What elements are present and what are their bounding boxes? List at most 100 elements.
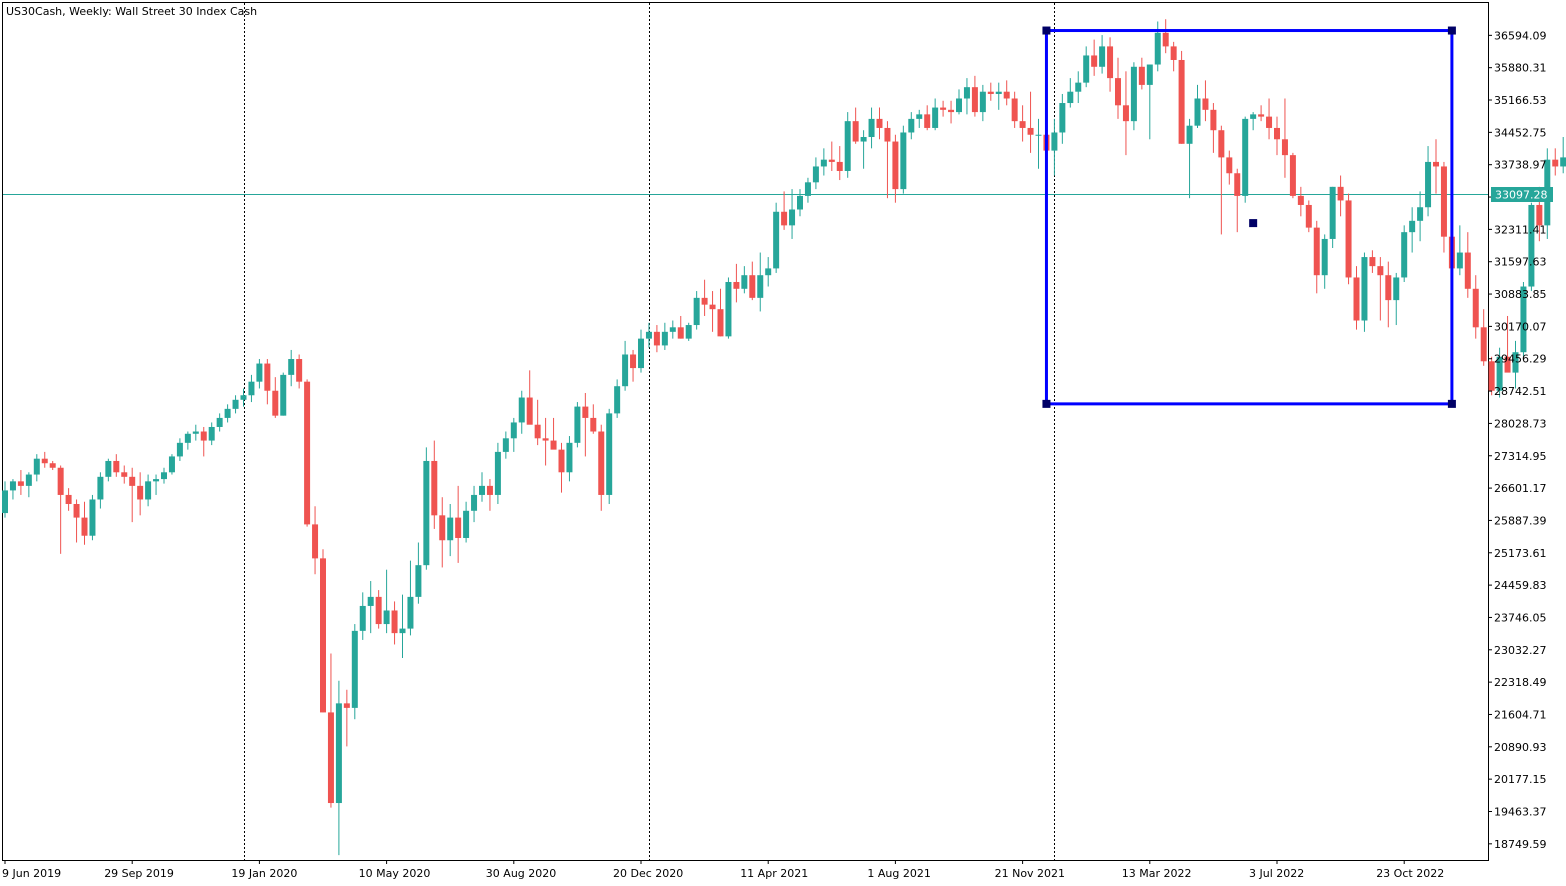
candle-body: [288, 359, 295, 375]
candle: [383, 569, 390, 634]
candle-body: [1425, 161, 1432, 208]
chart-title: US30Cash, Weekly: Wall Street 30 Index C…: [6, 5, 257, 18]
candle-body: [1202, 98, 1209, 110]
candle: [97, 472, 104, 509]
candle-body: [1401, 232, 1408, 278]
candle: [1091, 39, 1098, 76]
candle-body: [1337, 186, 1344, 201]
candle-body: [1186, 125, 1193, 144]
candle: [455, 485, 462, 563]
x-tick-label: 20 Dec 2020: [613, 867, 683, 880]
candle-body: [852, 121, 859, 142]
candle: [661, 322, 668, 350]
candle: [272, 377, 279, 418]
candle: [208, 422, 215, 446]
candle: [1377, 257, 1384, 321]
candle-body: [129, 476, 136, 486]
candle: [486, 479, 493, 511]
candle-body: [1178, 59, 1185, 144]
candle: [789, 189, 796, 239]
y-tick-label: 34452.75: [1494, 126, 1547, 139]
candle-body: [1122, 105, 1129, 122]
candle: [200, 426, 207, 457]
y-tick-label: 27314.95: [1494, 450, 1547, 463]
candle: [900, 125, 907, 194]
candle-body: [1345, 200, 1352, 278]
candle-body: [1242, 118, 1249, 196]
candle: [1115, 57, 1121, 119]
candle: [1560, 137, 1566, 174]
candle: [979, 84, 986, 122]
candle: [1472, 275, 1479, 339]
candle: [550, 417, 557, 450]
candle-body: [781, 211, 788, 226]
candles: [2, 19, 1566, 856]
candle-body: [1305, 204, 1312, 228]
candle: [415, 542, 422, 604]
candle-body: [1281, 139, 1288, 156]
candle-body: [224, 408, 231, 418]
candle: [669, 320, 676, 339]
y-tick-label: 23746.05: [1494, 611, 1547, 624]
candle: [685, 322, 692, 341]
candle: [1099, 35, 1106, 74]
candle-body: [828, 159, 835, 162]
candle: [1170, 41, 1177, 72]
candle-body: [542, 438, 549, 441]
candle-body: [701, 297, 708, 305]
candle-body: [296, 359, 303, 382]
candle: [741, 266, 748, 294]
candle-body: [773, 211, 780, 269]
x-tick-label: 19 Jan 2020: [231, 867, 297, 880]
y-axis: 36594.09 35880.31 35166.53 34452.75 33738.97…: [1488, 29, 1547, 851]
candle: [1162, 19, 1169, 54]
candle-body: [860, 137, 867, 142]
candle-body: [1091, 55, 1098, 67]
candle-body: [81, 517, 88, 536]
candle-body: [971, 87, 978, 113]
candle: [638, 329, 644, 373]
candle: [733, 263, 740, 303]
rectangle-object[interactable]: [1042, 26, 1456, 408]
candle-body: [638, 338, 644, 369]
candle-body: [1321, 238, 1328, 276]
candle: [1067, 78, 1074, 108]
candle: [701, 279, 708, 316]
candle: [41, 451, 48, 468]
candle: [471, 485, 478, 523]
candle-body: [1266, 116, 1273, 128]
candle-body: [534, 424, 541, 439]
candle-body: [176, 442, 183, 457]
candle: [773, 202, 780, 273]
candle-body: [463, 510, 470, 538]
candle-body: [1353, 277, 1360, 321]
candle-body: [2, 490, 8, 514]
candle: [963, 78, 970, 115]
candle-body: [1329, 186, 1336, 239]
y-tick-label: 25887.39: [1494, 514, 1547, 527]
candle: [240, 388, 247, 407]
candle-body: [876, 118, 883, 128]
candle: [161, 467, 167, 484]
candle-body: [1456, 252, 1463, 269]
candle: [1178, 50, 1185, 144]
candle-body: [9, 481, 16, 491]
candle: [232, 395, 239, 414]
candle: [33, 454, 40, 482]
candle-body: [510, 422, 517, 439]
candle: [1409, 207, 1416, 253]
candle-body: [359, 605, 366, 631]
candle-body: [479, 485, 485, 495]
candle-body: [1297, 195, 1304, 205]
candle-body: [963, 87, 970, 99]
candle: [1369, 250, 1376, 273]
candle: [1528, 202, 1535, 292]
candle-body: [1051, 132, 1058, 151]
candle: [534, 399, 541, 446]
candle-body: [200, 431, 207, 441]
candle-body: [65, 494, 72, 505]
candle: [1075, 71, 1082, 104]
candle-body: [1226, 157, 1233, 174]
candle-body: [932, 107, 939, 128]
candle-body: [1377, 266, 1384, 276]
